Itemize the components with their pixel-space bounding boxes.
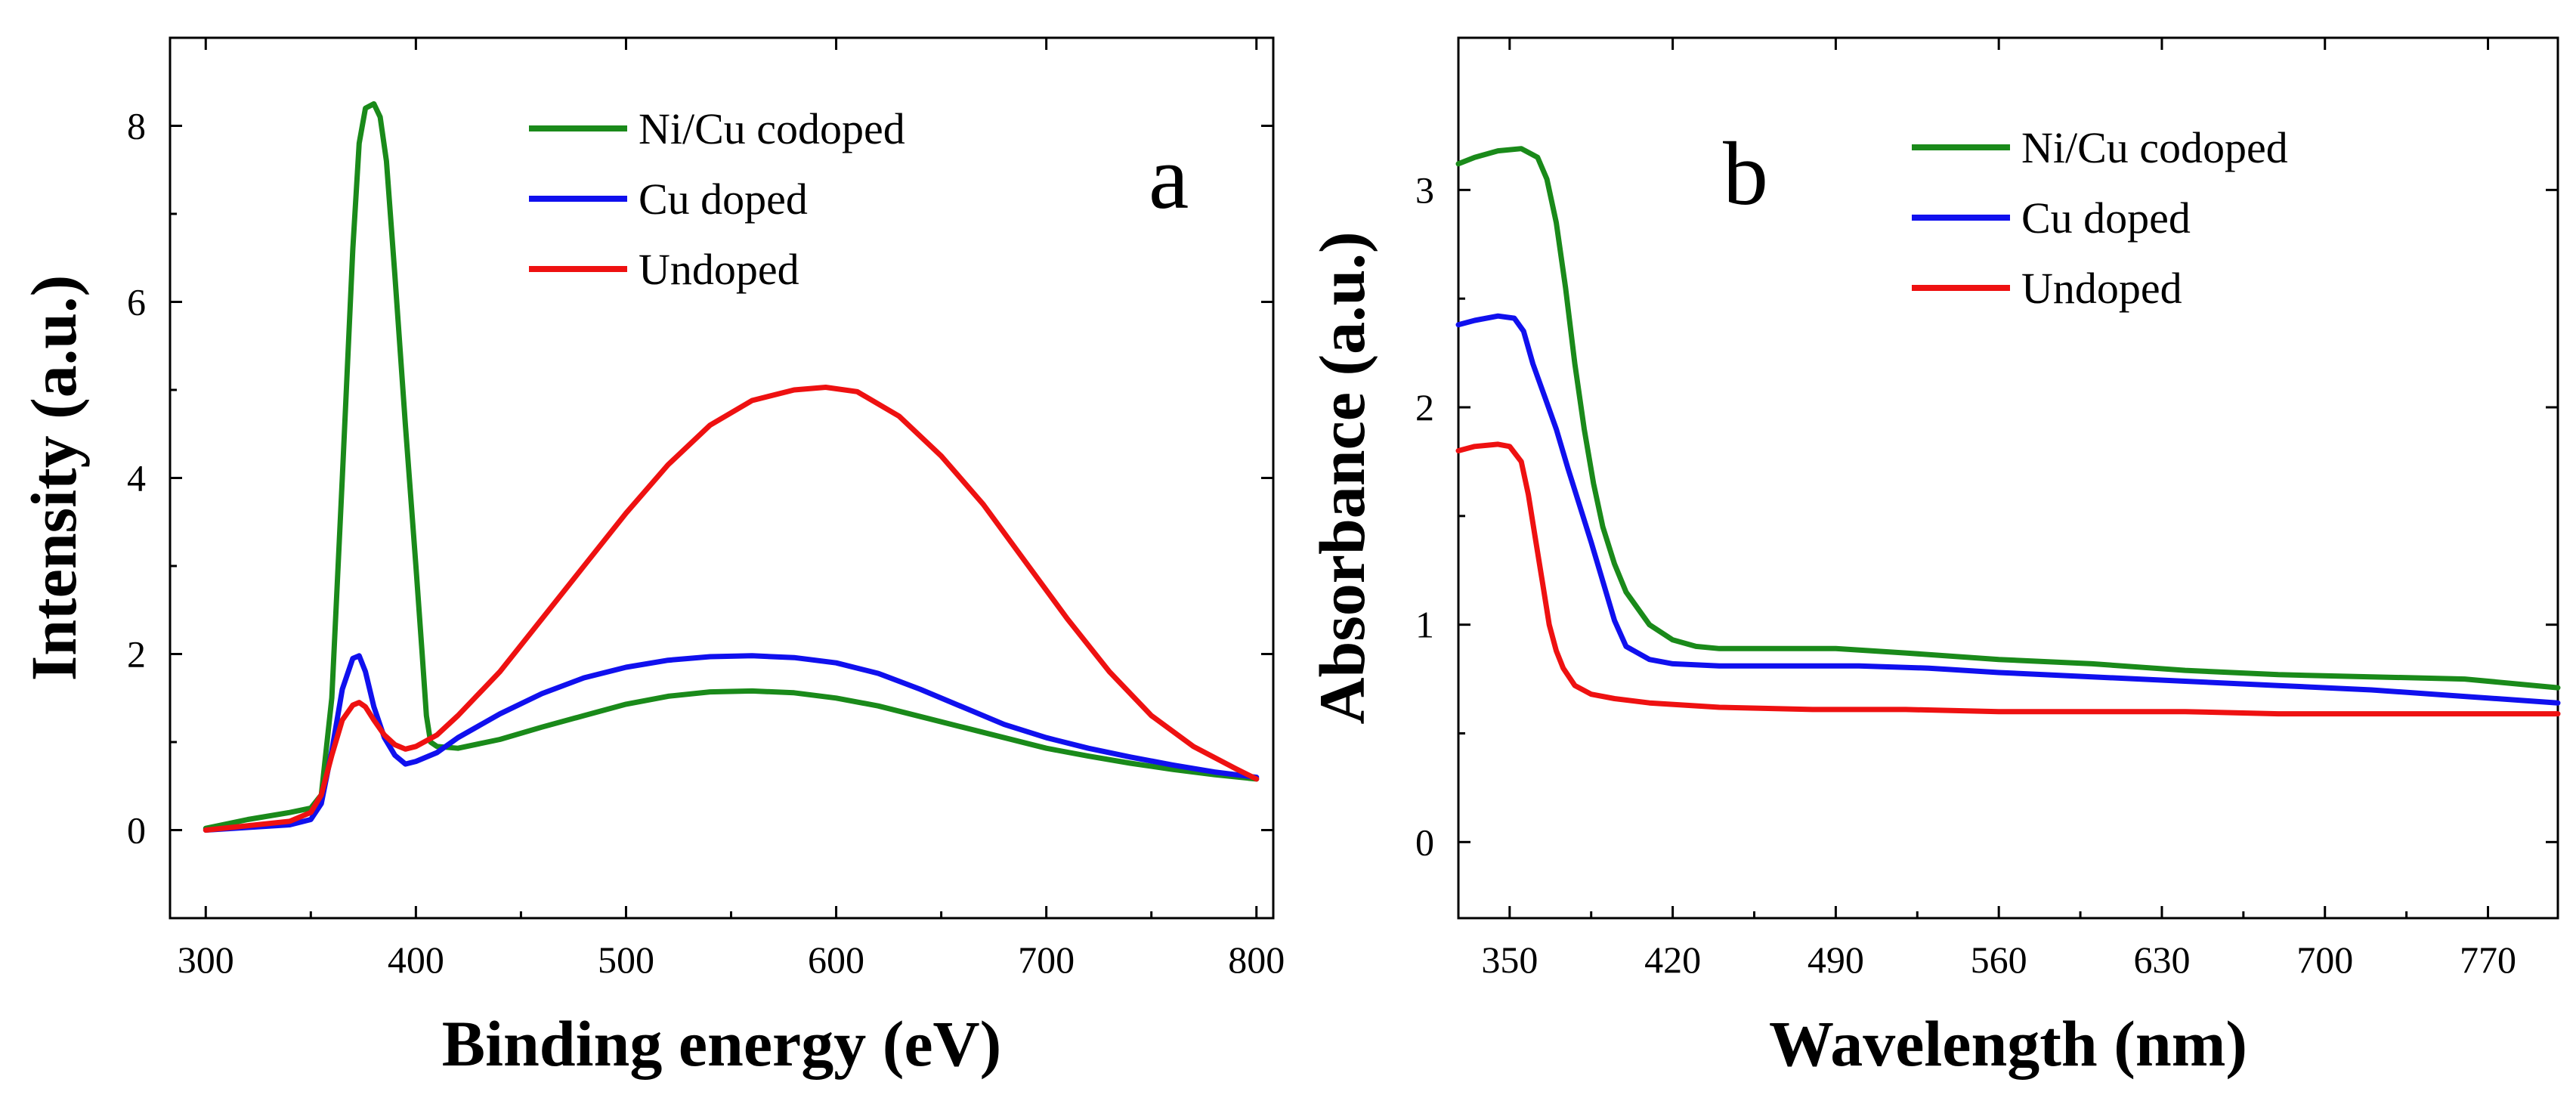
legend-label: Ni/Cu codoped bbox=[639, 104, 905, 153]
x-tick-label: 560 bbox=[1971, 939, 2027, 981]
x-tick-label: 490 bbox=[1808, 939, 1864, 981]
x-tick-label: 420 bbox=[1644, 939, 1701, 981]
y-tick-label: 6 bbox=[127, 281, 146, 323]
y-tick-label: 0 bbox=[127, 809, 146, 852]
x-tick-label: 700 bbox=[1018, 939, 1075, 981]
legend-label: Ni/Cu codoped bbox=[2021, 123, 2288, 172]
y-tick-label: 3 bbox=[1415, 169, 1434, 211]
x-tick-label: 700 bbox=[2296, 939, 2353, 981]
legend-label: Cu doped bbox=[2021, 193, 2191, 243]
x-tick-label: 600 bbox=[808, 939, 864, 981]
plot-frame bbox=[1457, 36, 2559, 920]
panel-b: 350 420 490 560 630 700 770 0 1 2 3 Wavelength (nm)… bbox=[1306, 36, 2561, 1080]
legend-label: Undoped bbox=[2021, 264, 2182, 313]
y-axis-title: Intensity (a.u.) bbox=[17, 275, 90, 682]
y-tick-label: 0 bbox=[1415, 821, 1434, 863]
series-line-1 bbox=[1455, 313, 2561, 706]
panel-letter: a bbox=[1149, 127, 1189, 227]
x-axis-title: Binding energy (eV) bbox=[442, 1007, 1002, 1080]
x-tick-label: 400 bbox=[388, 939, 444, 981]
series-line-2 bbox=[1455, 441, 2561, 717]
x-tick-label: 800 bbox=[1228, 939, 1285, 981]
y-tick-label: 8 bbox=[127, 105, 146, 147]
x-tick-label: 350 bbox=[1481, 939, 1538, 981]
plot-frame bbox=[169, 36, 1275, 920]
y-axis-title: Absorbance (a.u.) bbox=[1306, 231, 1378, 724]
panel-a: 300 400 500 600 700 800 0 2 4 6 8 Binding energy (e… bbox=[17, 36, 1285, 1080]
legend-label: Undoped bbox=[639, 245, 799, 294]
y-tick-label: 4 bbox=[127, 457, 146, 499]
y-tick-label: 2 bbox=[1415, 386, 1434, 428]
x-axis-title: Wavelength (nm) bbox=[1769, 1007, 2247, 1080]
x-tick-label: 630 bbox=[2133, 939, 2190, 981]
y-tick-label: 2 bbox=[127, 633, 146, 676]
series-line-2 bbox=[203, 385, 1260, 833]
x-tick-label: 300 bbox=[178, 939, 234, 981]
y-tick-label: 1 bbox=[1415, 604, 1434, 646]
panel-letter: b bbox=[1723, 123, 1768, 224]
series-line-0 bbox=[1455, 146, 2561, 691]
x-tick-label: 770 bbox=[2460, 939, 2516, 981]
series-line-1 bbox=[203, 653, 1260, 833]
x-tick-label: 500 bbox=[598, 939, 654, 981]
legend-label: Cu doped bbox=[639, 175, 808, 224]
